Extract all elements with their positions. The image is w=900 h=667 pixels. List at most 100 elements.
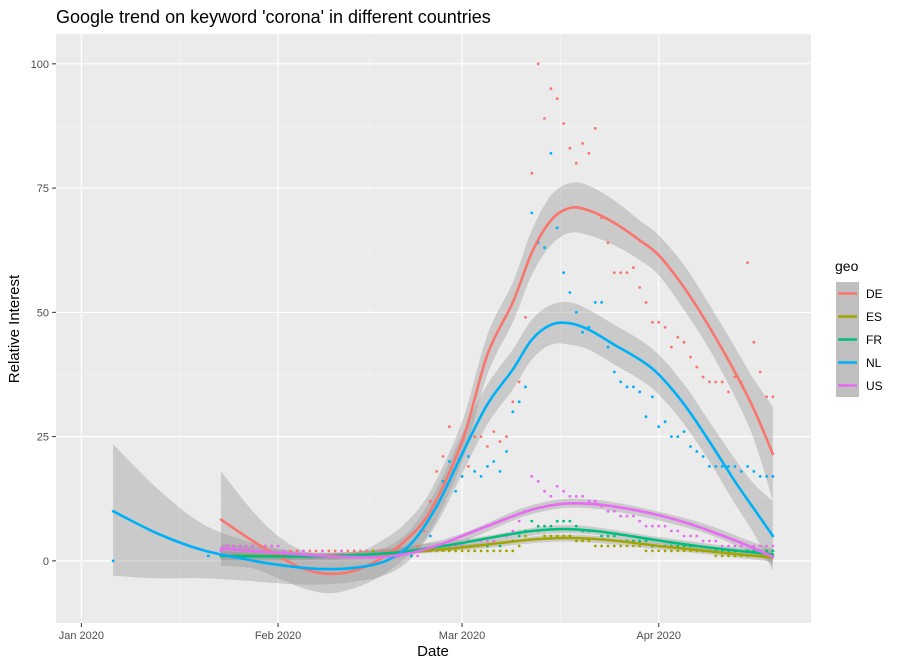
- point-es: [714, 554, 718, 558]
- point-de: [378, 549, 381, 553]
- point-de: [593, 126, 597, 130]
- point-us: [517, 519, 521, 523]
- point-de: [536, 62, 540, 66]
- point-us: [714, 539, 718, 543]
- point-es: [612, 544, 616, 548]
- point-nl: [714, 465, 718, 468]
- point-es: [454, 549, 458, 553]
- point-es: [505, 549, 508, 553]
- point-nl: [612, 370, 616, 374]
- legend-label-de: DE: [866, 287, 883, 301]
- point-nl: [632, 385, 635, 389]
- point-de: [752, 340, 756, 344]
- point-nl: [492, 460, 496, 463]
- point-nl: [739, 470, 743, 473]
- point-es: [720, 554, 724, 558]
- point-de: [651, 320, 654, 324]
- legend-label-us: US: [866, 379, 883, 393]
- y-axis-title: Relative Interest: [6, 274, 23, 383]
- point-us: [225, 544, 229, 548]
- point-nl: [593, 301, 597, 304]
- point-nl: [486, 465, 489, 468]
- point-fr: [517, 534, 521, 538]
- point-nl: [498, 470, 502, 473]
- point-de: [562, 122, 565, 125]
- point-us: [657, 524, 661, 528]
- point-nl: [409, 554, 413, 558]
- point-de: [448, 425, 451, 429]
- point-de: [435, 470, 439, 473]
- legend-item-nl: NL: [836, 351, 882, 374]
- point-us: [276, 544, 280, 548]
- point-de: [733, 375, 737, 379]
- point-de: [701, 375, 705, 379]
- point-nl: [758, 475, 762, 478]
- point-de: [467, 465, 470, 468]
- point-de: [549, 87, 553, 91]
- point-nl: [771, 475, 775, 478]
- point-de: [758, 370, 762, 374]
- point-es: [587, 539, 591, 543]
- point-fr: [606, 534, 610, 538]
- point-us: [530, 475, 534, 478]
- point-es: [543, 534, 546, 538]
- point-nl: [638, 390, 642, 394]
- point-es: [479, 549, 483, 553]
- point-us: [739, 544, 743, 548]
- point-es: [682, 549, 686, 553]
- point-de: [308, 549, 312, 553]
- point-us: [549, 494, 553, 498]
- point-us: [555, 484, 559, 488]
- major-gridlines: [56, 34, 811, 623]
- point-de: [638, 286, 642, 289]
- point-de: [511, 400, 515, 404]
- x-tick-label: Feb 2020: [255, 630, 301, 642]
- point-us: [283, 549, 286, 553]
- point-us: [663, 524, 667, 528]
- point-de: [498, 440, 502, 443]
- point-es: [644, 549, 648, 553]
- point-nl: [517, 400, 521, 404]
- y-tick-label: 100: [31, 59, 49, 71]
- point-us: [689, 534, 692, 538]
- x-tick-label: Mar 2020: [439, 630, 485, 642]
- point-de: [689, 355, 692, 359]
- point-es: [448, 549, 451, 553]
- point-nl: [473, 470, 477, 473]
- point-de: [676, 335, 680, 339]
- point-es: [492, 549, 496, 553]
- y-tick-label: 50: [37, 307, 49, 319]
- point-us: [701, 539, 705, 543]
- point-us: [486, 539, 489, 543]
- point-de: [771, 395, 775, 399]
- point-nl: [676, 435, 680, 438]
- point-es: [619, 544, 623, 548]
- point-us: [758, 544, 762, 548]
- point-nl: [574, 310, 578, 314]
- point-es: [670, 549, 673, 553]
- point-us: [219, 549, 223, 553]
- point-us: [612, 509, 616, 513]
- point-nl: [555, 226, 559, 230]
- point-nl: [530, 211, 534, 215]
- point-nl: [479, 475, 483, 478]
- point-de: [492, 430, 496, 433]
- point-nl: [625, 385, 629, 389]
- point-nl: [600, 301, 603, 304]
- point-fr: [600, 534, 603, 538]
- legend-item-de: DE: [836, 282, 883, 305]
- point-fr: [765, 549, 768, 553]
- point-us: [251, 544, 255, 548]
- point-de: [695, 365, 699, 369]
- point-de: [663, 325, 667, 329]
- point-nl: [441, 479, 445, 483]
- point-us: [568, 494, 572, 498]
- point-nl: [619, 380, 623, 384]
- point-de: [333, 549, 337, 553]
- point-fr: [612, 534, 616, 538]
- point-nl: [765, 475, 768, 478]
- point-us: [765, 544, 768, 548]
- point-us: [625, 514, 629, 518]
- point-fr: [498, 544, 502, 548]
- point-de: [486, 445, 489, 448]
